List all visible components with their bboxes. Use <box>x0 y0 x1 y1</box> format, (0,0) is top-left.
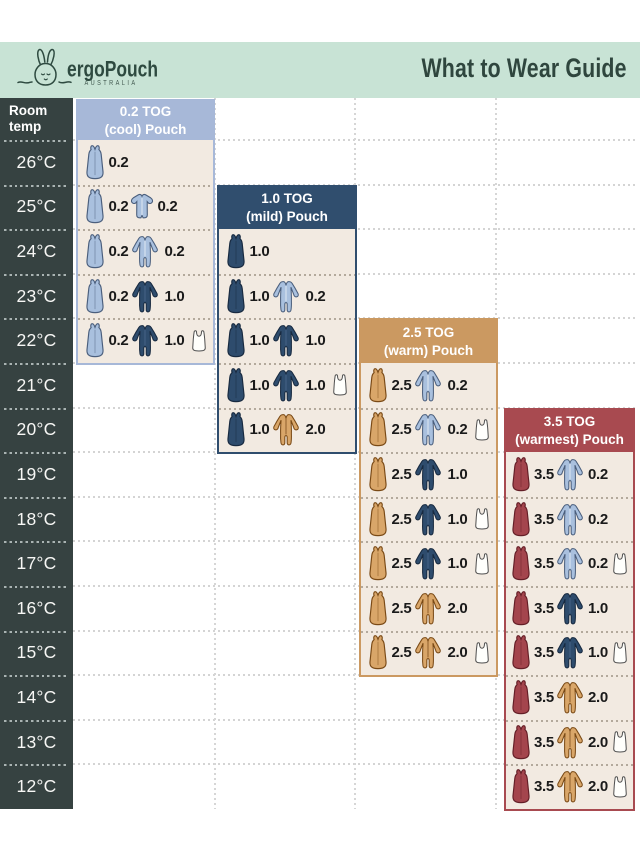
svg-text:ergoPouch: ergoPouch <box>67 57 158 82</box>
svg-text:AUSTRALIA: AUSTRALIA <box>85 80 138 87</box>
